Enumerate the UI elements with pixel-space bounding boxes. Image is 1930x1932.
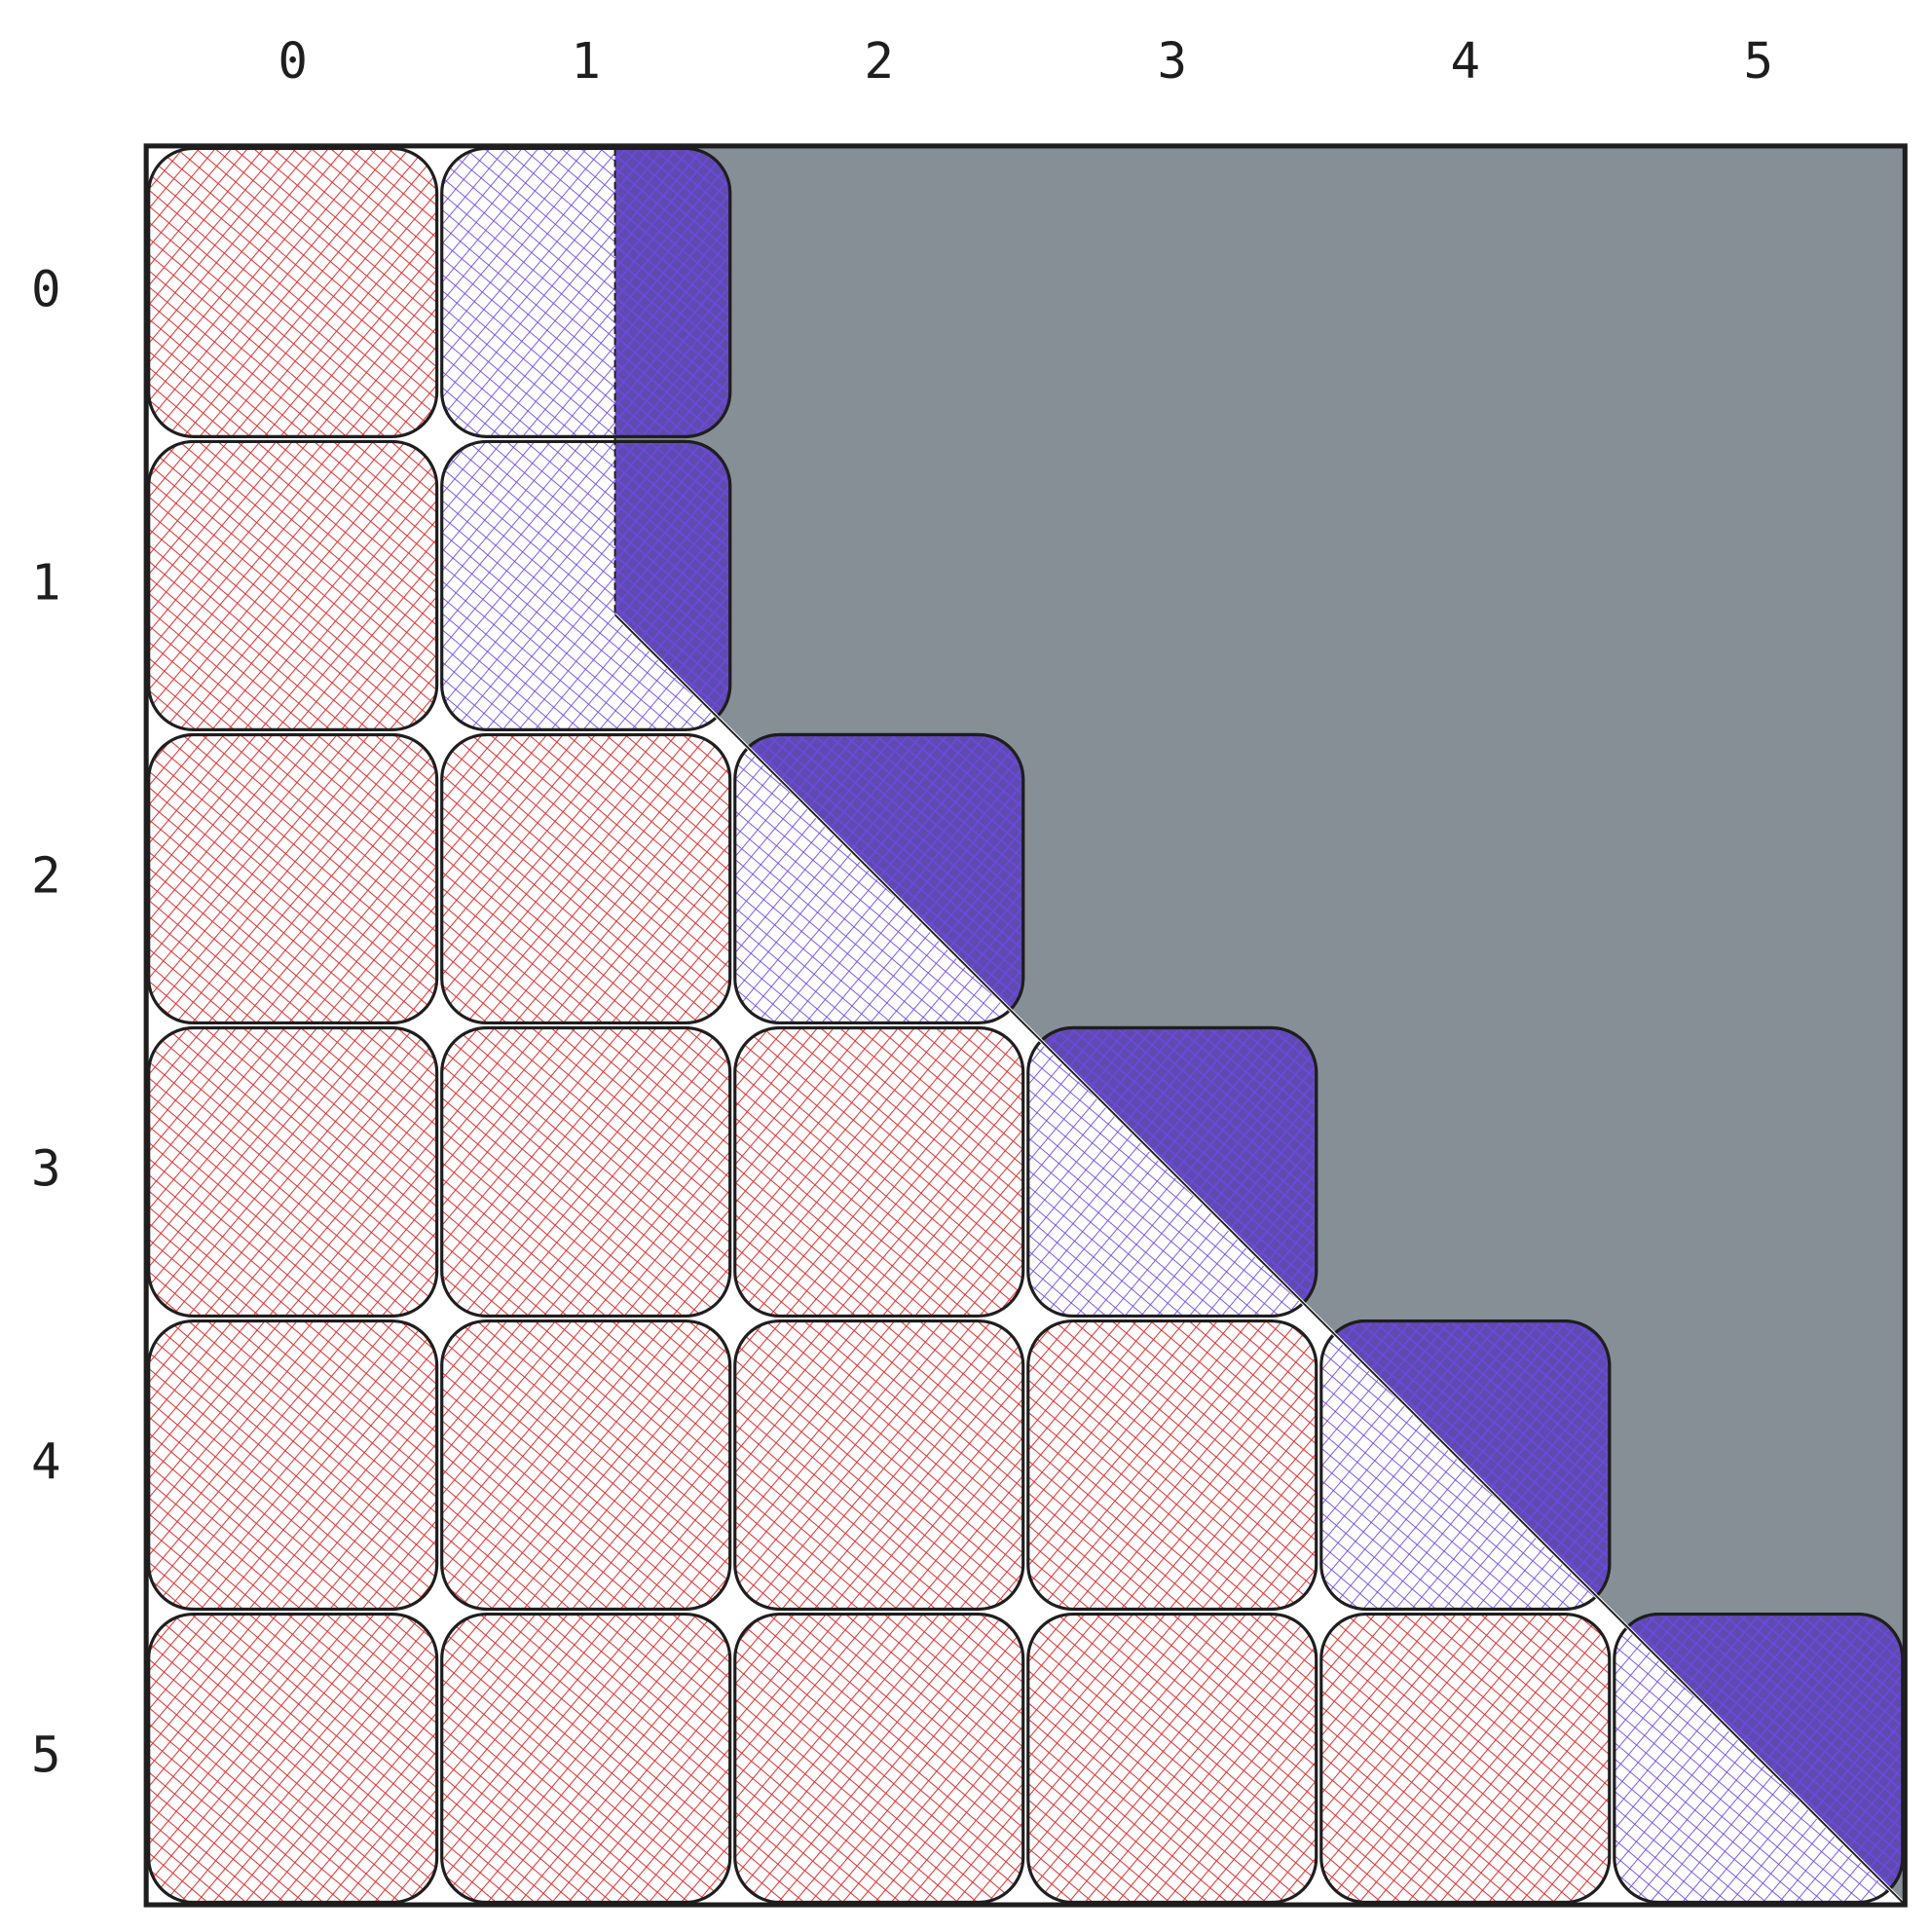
row-label: 2: [31, 846, 61, 904]
visible-cell: [733, 1025, 1025, 1319]
column-label: 0: [278, 32, 308, 90]
masked-cell-part: [614, 146, 732, 438]
visible-cell: [440, 1319, 732, 1612]
visible-cell: [1026, 1612, 1318, 1905]
visible-cell: [440, 1612, 732, 1905]
visible-cell: [147, 1319, 439, 1612]
column-label: 4: [1450, 32, 1480, 90]
row-label: 3: [31, 1139, 61, 1197]
visible-cell: [1026, 1319, 1318, 1612]
visible-cell: [733, 1319, 1025, 1612]
column-label: 3: [1157, 32, 1187, 90]
column-label: 2: [864, 32, 894, 90]
visible-cell: [733, 1612, 1025, 1905]
matrix-frame: [143, 143, 1908, 1908]
visible-cell: [147, 1025, 439, 1319]
visible-cell: [1319, 1612, 1612, 1905]
row-label: 1: [31, 553, 61, 611]
row-label: 5: [31, 1727, 61, 1784]
visible-cell: [147, 439, 439, 731]
mask-boundary-line: [613, 613, 1907, 1906]
visible-cell: [440, 732, 732, 1025]
visible-cell: [147, 732, 439, 1025]
visible-cell: [440, 1025, 732, 1319]
row-label: 0: [31, 260, 61, 317]
column-label: 5: [1744, 32, 1774, 90]
labels: 0 1 2 3 4 5 0 1 2 3 4 5: [31, 32, 1773, 1783]
column-label: 1: [571, 32, 601, 90]
visible-cell: [147, 1612, 439, 1905]
row-label: 4: [31, 1433, 61, 1491]
visible-cell: [147, 146, 439, 438]
